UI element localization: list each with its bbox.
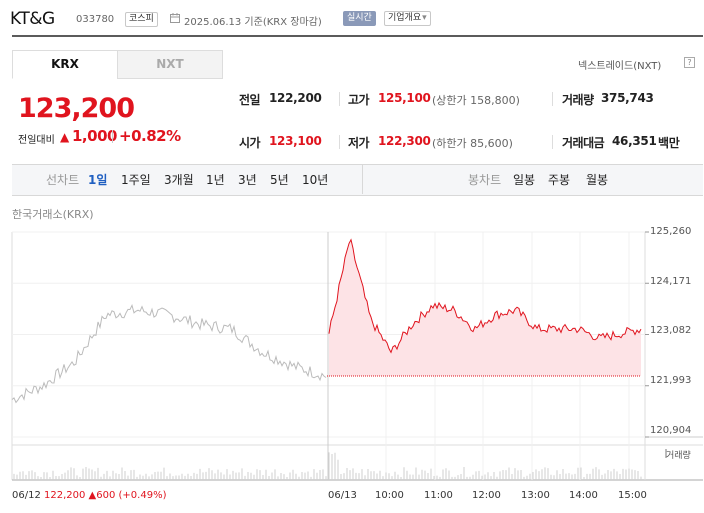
period-3y[interactable]: 3년 <box>238 173 257 187</box>
divider <box>362 165 363 194</box>
divider <box>339 135 340 149</box>
help-icon[interactable]: ? <box>684 57 695 68</box>
prev-day-line <box>11 303 327 404</box>
today-line <box>328 238 642 354</box>
x-tick: 10:00 <box>375 490 404 501</box>
volume-value: 375,743 <box>601 91 654 105</box>
current-price: 123,200 <box>18 93 135 124</box>
divider <box>112 130 113 143</box>
period-10y[interactable]: 10년 <box>302 173 329 187</box>
divider <box>339 92 340 106</box>
candle-daily[interactable]: 일봉 <box>513 173 536 187</box>
stock-code: 033780 <box>76 14 115 25</box>
divider <box>552 92 553 106</box>
calendar-icon <box>170 13 180 23</box>
x-tick: 15:00 <box>618 490 647 501</box>
y-tick: 124,171 <box>650 276 692 287</box>
period-1y[interactable]: 1년 <box>206 173 225 187</box>
up-triangle-icon: ▲ <box>60 130 70 144</box>
period-1d[interactable]: 1일 <box>88 173 108 187</box>
low-label: 저가 <box>348 136 370 150</box>
high-value: 125,100 <box>378 91 431 105</box>
x-tick: 14:00 <box>569 490 598 501</box>
data-source: 한국거래소(KRX) <box>12 208 94 221</box>
amount-label: 거래대금 <box>562 136 605 150</box>
low-value: 122,300 <box>378 134 431 148</box>
nxt-link[interactable]: 넥스트레이드(NXT) <box>578 61 662 72</box>
chevron-down-icon: ▾ <box>422 13 427 23</box>
price-change-pct: +0.82% <box>119 127 181 145</box>
candle-weekly[interactable]: 주봉 <box>548 173 571 187</box>
lower-limit: (하한가 85,600) <box>432 137 513 150</box>
volume-label: 거래량 <box>562 93 594 107</box>
company-info-label: 기업개요 <box>388 13 422 23</box>
y-tick: 120,904 <box>650 425 692 436</box>
open-value: 123,100 <box>269 134 322 148</box>
period-1w[interactable]: 1주일 <box>121 173 151 187</box>
prev-day-close: 122,200 <box>44 490 86 501</box>
tab-nxt[interactable]: NXT <box>117 50 223 79</box>
amount-unit: 백만 <box>658 136 680 150</box>
prev-day-summary: 122,200 ▲600 (+0.49%) <box>44 490 166 501</box>
candle-monthly[interactable]: 월봉 <box>586 173 609 187</box>
price-change: 1,000 <box>72 127 117 145</box>
divider <box>552 135 553 149</box>
x-tick: 11:00 <box>424 490 453 501</box>
header-divider <box>12 35 703 37</box>
prev-day-pct: (+0.49%) <box>118 490 167 501</box>
today-area <box>329 239 641 377</box>
market-badge: 코스피 <box>125 12 158 27</box>
tab-krx[interactable]: KRX <box>12 50 118 79</box>
prev-day-change: 600 <box>96 490 116 501</box>
y-tick: 123,082 <box>650 325 692 336</box>
realtime-button[interactable]: 실시간 <box>343 11 376 26</box>
base-date: 2025.06.13 기준(KRX 장마감) <box>184 17 322 28</box>
volume-axis-label: 거래량 <box>666 451 691 461</box>
x-tick: 13:00 <box>521 490 550 501</box>
x-tick: 06/12 <box>12 490 41 501</box>
y-tick: 125,260 <box>650 226 692 237</box>
line-chart-label: 선차트 <box>46 173 80 187</box>
candle-chart-label: 봉차트 <box>468 173 502 187</box>
prev-close-value: 122,200 <box>269 91 322 105</box>
y-tick: 121,993 <box>650 375 692 386</box>
x-tick: 12:00 <box>472 490 501 501</box>
upper-limit: (상한가 158,800) <box>432 94 520 107</box>
company-name: KT&G <box>10 9 55 29</box>
period-5y[interactable]: 5년 <box>270 173 289 187</box>
open-label: 시가 <box>239 136 261 150</box>
amount-value: 46,351 <box>612 134 657 148</box>
x-tick: 06/13 <box>328 490 357 501</box>
company-info-button[interactable]: 기업개요▾ <box>384 11 431 26</box>
high-label: 고가 <box>348 93 370 107</box>
up-triangle-icon: ▲ <box>88 490 97 501</box>
prev-close-label: 전일 <box>239 93 261 107</box>
change-label: 전일대비 <box>18 135 55 146</box>
period-3m[interactable]: 3개월 <box>164 173 194 187</box>
period-bar <box>12 164 703 196</box>
